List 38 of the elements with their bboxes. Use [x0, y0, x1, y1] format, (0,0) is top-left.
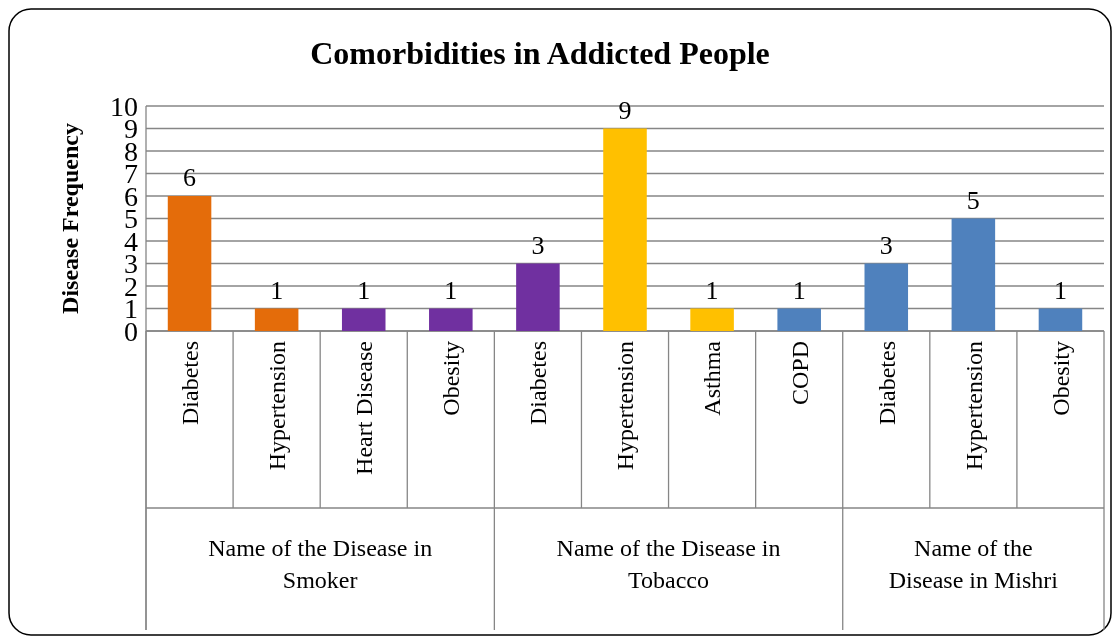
data-label: 1: [444, 275, 458, 305]
y-axis-title: Disease Frequency: [57, 123, 83, 314]
text: Name of the Disease in Tobacco: [556, 535, 781, 593]
x-tick-label: Hypertension: [264, 341, 291, 471]
data-label: 6: [183, 163, 197, 192]
x-tick-label: Diabetes: [176, 341, 203, 425]
bar: [777, 308, 821, 331]
data-label: 5: [966, 185, 980, 215]
bar: [341, 308, 386, 331]
bar: [167, 196, 212, 331]
data-label: 1: [705, 275, 719, 305]
x-tick-label: Obesity: [438, 341, 465, 416]
x-tick-label: Heart Disease: [351, 341, 378, 475]
text: Name of the Disease in Mishri: [888, 535, 1059, 593]
x-tick-label: Diabetes: [873, 341, 900, 425]
bar: [429, 308, 473, 331]
bar: [1038, 308, 1083, 331]
x-tick-label: Obesity: [1047, 341, 1074, 416]
data-label: 3: [531, 230, 545, 260]
bar: [516, 263, 560, 331]
data-label: 1: [792, 275, 806, 305]
data-label: 1: [270, 275, 284, 305]
x-tick-label: Hypertension: [612, 341, 639, 471]
x-tick-label: Asthma: [699, 340, 726, 416]
bar: [690, 308, 734, 331]
bar: [254, 308, 299, 331]
data-label: 1: [1053, 275, 1067, 305]
bar: [864, 263, 909, 331]
bar: [951, 218, 996, 331]
data-label: 1: [357, 275, 371, 305]
data-label: 3: [879, 230, 893, 260]
x-tick-label: COPD: [786, 341, 813, 406]
data-label: 9: [618, 95, 632, 125]
x-tick-label: Hypertension: [960, 341, 987, 471]
x-tick-label: Diabetes: [525, 341, 552, 425]
chart-title: Comorbidities in Addicted People: [310, 35, 770, 71]
text: Name of the Disease in Smoker: [208, 535, 433, 593]
bar: [603, 128, 647, 331]
